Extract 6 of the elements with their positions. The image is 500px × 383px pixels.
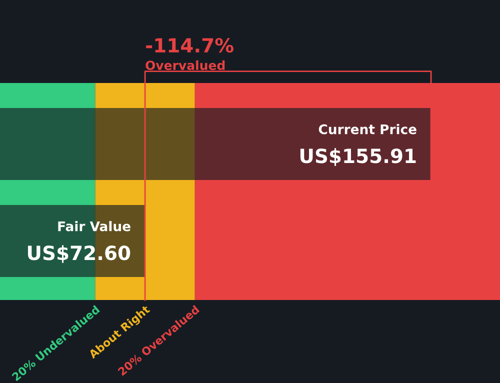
text: Overvalued xyxy=(146,60,225,70)
y-tick-label: Current Price xyxy=(318,124,416,134)
text: -114.7% xyxy=(146,38,234,53)
data-label: US$155.91 xyxy=(300,148,416,166)
y-tick-label: Fair Value xyxy=(58,221,130,232)
data-label: US$72.60 xyxy=(28,245,130,263)
